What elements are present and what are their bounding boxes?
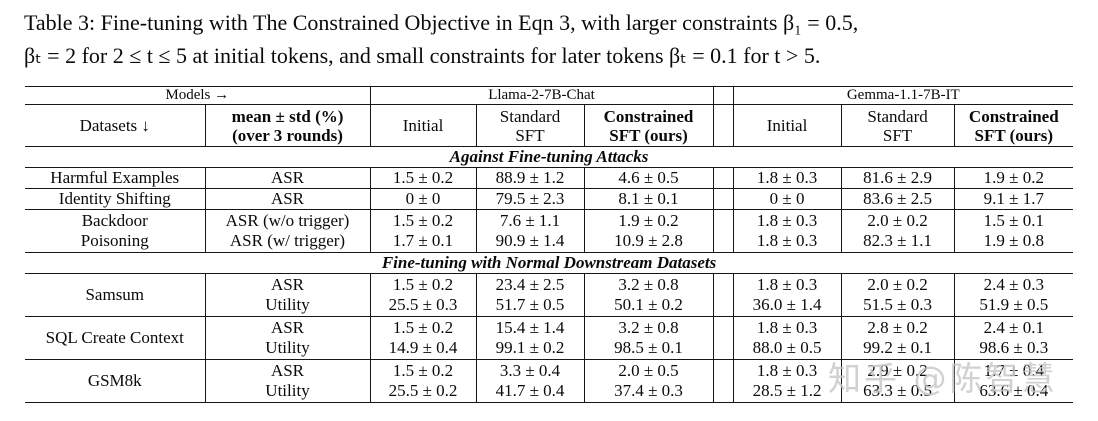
- value-cell: 81.6 ± 2.9: [841, 167, 955, 189]
- value-cell: 2.0 ± 0.2 51.5 ± 0.3: [841, 273, 955, 317]
- value-cell: 88.9 ± 1.2: [476, 167, 585, 189]
- value-cell: 2.4 ± 0.1 98.6 ± 0.3: [954, 316, 1074, 360]
- gap-cell: [713, 188, 734, 210]
- table-row-sql-create-context: SQL Create Context ASR Utility 1.5 ± 0.2…: [25, 316, 1074, 360]
- header-col-standard-sft-llama: Standard SFT: [476, 104, 585, 147]
- value-cell: 7.6 ± 1.1 90.9 ± 1.4: [476, 209, 585, 253]
- value-cell: 8.1 ± 0.1: [584, 188, 714, 210]
- dataset-cell: GSM8k: [25, 359, 206, 403]
- metric-cell: ASR Utility: [205, 316, 371, 360]
- value-cell: 1.7 ± 0.4 63.6 ± 0.4: [954, 359, 1074, 403]
- table-row-identity-shifting: Identity Shifting ASR 0 ± 0 79.5 ± 2.3 8…: [25, 188, 1074, 210]
- table-caption: Table 3: Fine-tuning with The Constraine…: [24, 6, 1078, 72]
- value-cell: 1.9 ± 0.2 10.9 ± 2.8: [584, 209, 714, 253]
- section-row: Fine-tuning with Normal Downstream Datas…: [25, 252, 1074, 274]
- results-table: Models → Llama-2-7B-Chat Gemma-1.1-7B-IT…: [25, 86, 1074, 403]
- value-cell: 2.0 ± 0.5 37.4 ± 0.3: [584, 359, 714, 403]
- value-cell: 79.5 ± 2.3: [476, 188, 585, 210]
- section-title-attacks: Against Fine-tuning Attacks: [25, 146, 1074, 168]
- gap-cell: [713, 316, 734, 360]
- metric-cell: ASR (w/o trigger) ASR (w/ trigger): [205, 209, 371, 253]
- dataset-cell: SQL Create Context: [25, 316, 206, 360]
- value-cell: 23.4 ± 2.5 51.7 ± 0.5: [476, 273, 585, 317]
- caption-line-1: Table 3: Fine-tuning with The Constraine…: [24, 10, 859, 35]
- dataset-cell: Backdoor Poisoning: [25, 209, 206, 253]
- header-col-initial-llama: Initial: [370, 104, 477, 147]
- value-cell: 9.1 ± 1.7: [954, 188, 1074, 210]
- value-cell: 1.8 ± 0.3 28.5 ± 1.2: [733, 359, 842, 403]
- table-row-gsm8k: GSM8k ASR Utility 1.5 ± 0.2 25.5 ± 0.2 3…: [25, 359, 1074, 403]
- value-cell: 1.5 ± 0.1 1.9 ± 0.8: [954, 209, 1074, 253]
- header-group-llama: Llama-2-7B-Chat: [370, 86, 714, 105]
- header-row-columns: Datasets ↓ mean ± std (%) (over 3 rounds…: [25, 104, 1074, 147]
- value-cell: 1.8 ± 0.3 1.8 ± 0.3: [733, 209, 842, 253]
- gap-cell: [713, 273, 734, 317]
- gap-cell: [713, 104, 734, 147]
- value-cell: 0 ± 0: [733, 188, 842, 210]
- gap-cell: [713, 167, 734, 189]
- gap-cell: [713, 359, 734, 403]
- value-cell: 1.5 ± 0.2 1.7 ± 0.1: [370, 209, 477, 253]
- value-cell: 1.5 ± 0.2: [370, 167, 477, 189]
- value-cell: 83.6 ± 2.5: [841, 188, 955, 210]
- section-row: Against Fine-tuning Attacks: [25, 146, 1074, 168]
- metric-cell: ASR Utility: [205, 273, 371, 317]
- metric-cell: ASR: [205, 167, 371, 189]
- header-col-standard-sft-gemma: Standard SFT: [841, 104, 955, 147]
- metric-cell: ASR Utility: [205, 359, 371, 403]
- value-cell: 1.5 ± 0.2 14.9 ± 0.4: [370, 316, 477, 360]
- value-cell: 3.3 ± 0.4 41.7 ± 0.4: [476, 359, 585, 403]
- header-row-models: Models → Llama-2-7B-Chat Gemma-1.1-7B-IT: [25, 86, 1074, 105]
- header-col-constrained-sft-gemma: Constrained SFT (ours): [954, 104, 1074, 147]
- value-cell: 1.8 ± 0.3 88.0 ± 0.5: [733, 316, 842, 360]
- value-cell: 15.4 ± 1.4 99.1 ± 0.2: [476, 316, 585, 360]
- gap-cell: [713, 209, 734, 253]
- section-title-downstream: Fine-tuning with Normal Downstream Datas…: [25, 252, 1074, 274]
- table-row-harmful-examples: Harmful Examples ASR 1.5 ± 0.2 88.9 ± 1.…: [25, 167, 1074, 189]
- metric-cell: ASR: [205, 188, 371, 210]
- value-cell: 1.5 ± 0.2 25.5 ± 0.3: [370, 273, 477, 317]
- value-cell: 4.6 ± 0.5: [584, 167, 714, 189]
- value-cell: 2.4 ± 0.3 51.9 ± 0.5: [954, 273, 1074, 317]
- value-cell: 2.0 ± 0.2 82.3 ± 1.1: [841, 209, 955, 253]
- header-group-gemma: Gemma-1.1-7B-IT: [733, 86, 1074, 105]
- value-cell: 3.2 ± 0.8 50.1 ± 0.2: [584, 273, 714, 317]
- dataset-cell: Harmful Examples: [25, 167, 206, 189]
- value-cell: 1.9 ± 0.2: [954, 167, 1074, 189]
- value-cell: 1.5 ± 0.2 25.5 ± 0.2: [370, 359, 477, 403]
- value-cell: 3.2 ± 0.8 98.5 ± 0.1: [584, 316, 714, 360]
- zhihu-watermark: 知乎 @陈智慧: [828, 359, 1058, 398]
- value-cell: 2.9 ± 0.2 63.3 ± 0.5: [841, 359, 955, 403]
- value-cell: 2.8 ± 0.2 99.2 ± 0.1: [841, 316, 955, 360]
- header-datasets-label: Datasets ↓: [25, 104, 206, 147]
- table-row-backdoor-poisoning: Backdoor Poisoning ASR (w/o trigger) ASR…: [25, 209, 1074, 253]
- value-cell: 1.8 ± 0.3 36.0 ± 1.4: [733, 273, 842, 317]
- header-models-label: Models →: [25, 86, 371, 105]
- value-cell: 1.8 ± 0.3: [733, 167, 842, 189]
- header-col-constrained-sft-llama: Constrained SFT (ours): [584, 104, 714, 147]
- header-col-initial-gemma: Initial: [733, 104, 842, 147]
- dataset-cell: Samsum: [25, 273, 206, 317]
- value-cell: 0 ± 0: [370, 188, 477, 210]
- header-metric-label: mean ± std (%) (over 3 rounds): [205, 104, 371, 147]
- table-row-samsum: Samsum ASR Utility 1.5 ± 0.2 25.5 ± 0.3 …: [25, 273, 1074, 317]
- gap-cell: [713, 86, 734, 105]
- caption-line-2: βₜ = 2 for 2 ≤ t ≤ 5 at initial tokens, …: [24, 43, 821, 68]
- dataset-cell: Identity Shifting: [25, 188, 206, 210]
